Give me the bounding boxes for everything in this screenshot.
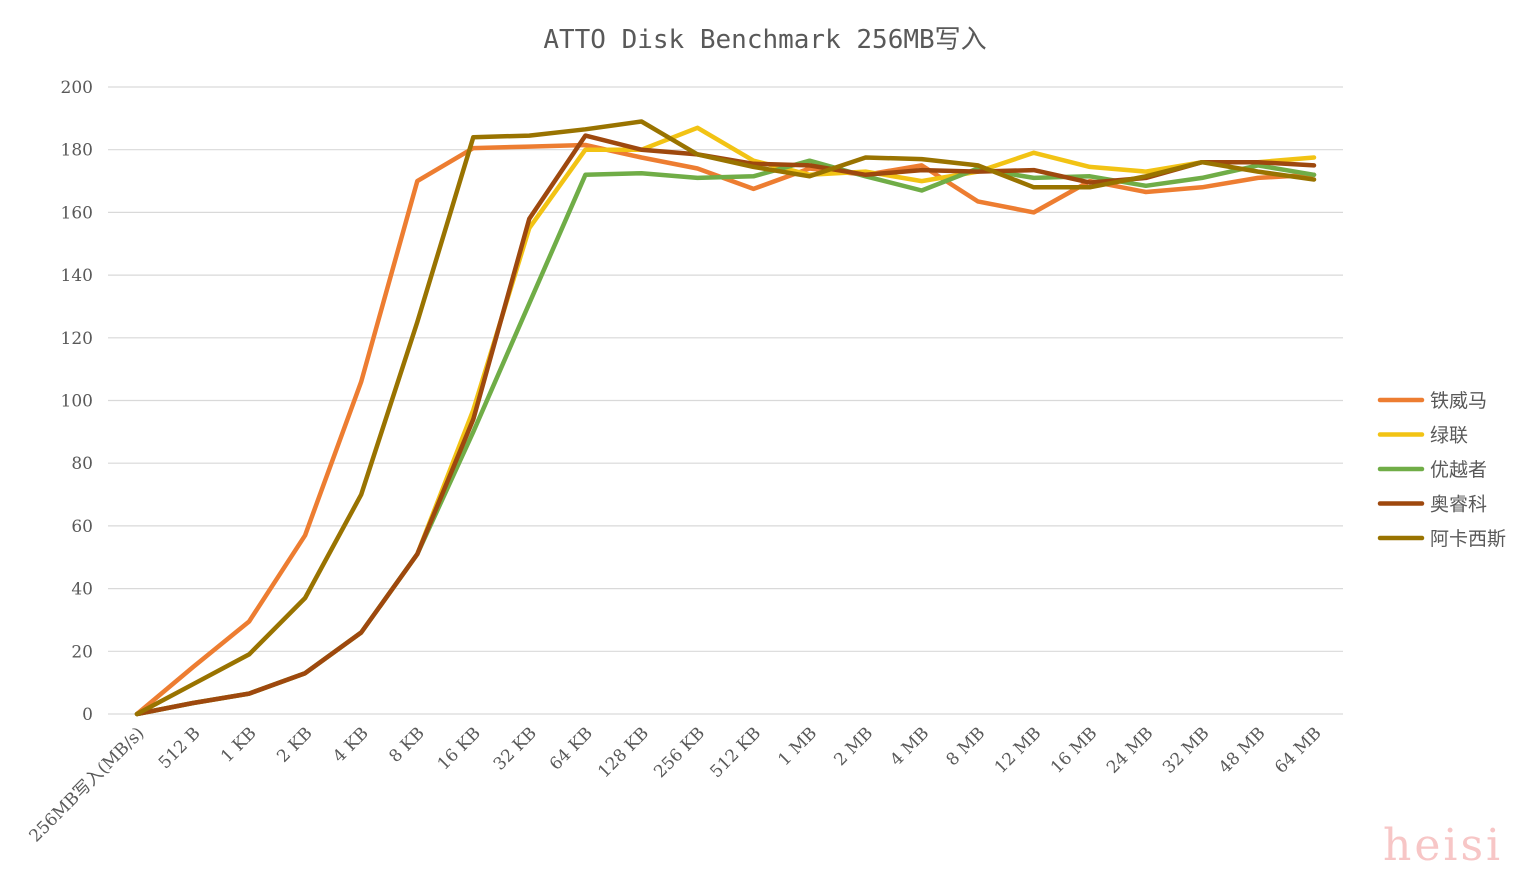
chart-title: ATTO Disk Benchmark 256MB写入 (543, 25, 986, 55)
x-tick-label: 8 MB (943, 723, 990, 770)
x-tick-label: 64 MB (1271, 723, 1325, 777)
x-tick-label: 4 KB (329, 723, 372, 766)
y-tick-label: 40 (71, 580, 93, 600)
x-tick-label: 1 MB (774, 723, 821, 770)
legend-label: 铁威马 (1430, 390, 1487, 412)
x-tick-label: 48 MB (1215, 723, 1269, 777)
series-line (134, 119, 1317, 717)
legend-label: 奥睿科 (1430, 494, 1487, 516)
x-tick-label: 64 KB (546, 723, 597, 774)
y-tick-label: 80 (71, 454, 93, 474)
x-tick-label: 32 KB (490, 723, 541, 774)
x-tick-label: 16 MB (1047, 723, 1101, 777)
y-tick-label: 60 (71, 517, 93, 537)
gridlines (108, 86, 1343, 715)
series-line (134, 133, 1317, 717)
x-tick-label: 8 KB (385, 723, 428, 766)
legend-label: 阿卡西斯 (1430, 528, 1506, 550)
x-tick-label: 24 MB (1103, 723, 1157, 777)
x-tick-label: 256 KB (650, 723, 709, 782)
series-line (134, 142, 1317, 717)
x-tick-label: 512 B (155, 723, 205, 773)
y-tick-label: 160 (61, 203, 93, 223)
watermark: heisi (1383, 820, 1503, 871)
y-tick-label: 200 (61, 78, 93, 98)
x-tick-label: 4 MB (886, 723, 933, 770)
legend-label: 绿联 (1430, 425, 1468, 447)
series-lines (134, 119, 1317, 717)
y-tick-label: 140 (61, 266, 93, 286)
y-tick-label: 100 (61, 392, 93, 412)
y-tick-label: 180 (61, 141, 93, 161)
x-tick-label: 2 MB (830, 723, 877, 770)
x-tick-label: 512 KB (706, 723, 765, 782)
x-tick-label: 16 KB (434, 723, 485, 774)
x-tick-label: 256MB写入(MB/s) (26, 723, 149, 846)
x-tick-label: 32 MB (1159, 723, 1213, 777)
x-tick-label: 12 MB (991, 723, 1045, 777)
y-tick-label: 120 (61, 329, 93, 349)
y-tick-label: 0 (82, 705, 93, 725)
x-tick-label: 1 KB (217, 723, 260, 766)
x-tick-label: 128 KB (594, 723, 653, 782)
series-line (134, 158, 1317, 717)
series-line (134, 125, 1317, 717)
y-tick-label: 20 (71, 642, 93, 662)
x-tick-label: 2 KB (273, 723, 316, 766)
legend-label: 优越者 (1430, 459, 1487, 481)
y-axis-ticks: 0 20 40 60 80 100 120 140 160 180 200 (61, 78, 93, 725)
